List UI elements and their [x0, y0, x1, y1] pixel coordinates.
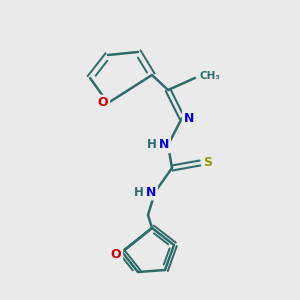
Text: CH₃: CH₃ — [199, 71, 220, 81]
Text: S: S — [203, 157, 212, 169]
Text: H: H — [134, 187, 144, 200]
Text: N: N — [159, 139, 169, 152]
Text: N: N — [146, 185, 156, 199]
Text: O: O — [98, 97, 108, 110]
Text: N: N — [184, 112, 194, 124]
Text: H: H — [147, 137, 157, 151]
Text: O: O — [111, 248, 121, 260]
